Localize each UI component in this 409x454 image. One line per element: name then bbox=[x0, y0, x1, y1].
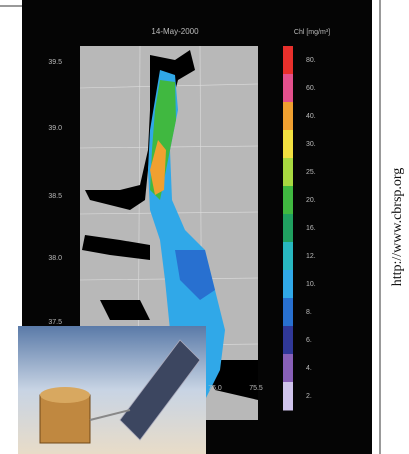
lat-label: 39.0 bbox=[48, 125, 62, 132]
legend-label: 2. bbox=[306, 393, 312, 400]
legend-swatch bbox=[283, 242, 293, 271]
lon-label: 75.5 bbox=[249, 385, 263, 392]
figure: 80. 60. 40. 30. 25. 20. 16. 12. 10. 8. 6. 4. 2. http… bbox=[0, 0, 409, 454]
legend-swatch bbox=[283, 130, 293, 159]
legend-swatch bbox=[283, 326, 293, 355]
legend-label: 16. bbox=[306, 225, 316, 232]
legend-label: 80. bbox=[306, 57, 316, 64]
legend-label: 60. bbox=[306, 85, 316, 92]
legend-swatch bbox=[283, 214, 293, 243]
satellite-inset bbox=[18, 326, 206, 454]
legend-label: 25. bbox=[306, 169, 316, 176]
map-title: 14-May-2000 bbox=[151, 27, 199, 36]
lat-label: 38.5 bbox=[48, 193, 62, 200]
legend-label: 20. bbox=[306, 197, 316, 204]
lon-label: 76.0 bbox=[208, 385, 222, 392]
legend-swatch bbox=[283, 46, 293, 75]
legend-label: 8. bbox=[306, 309, 312, 316]
legend-label: 30. bbox=[306, 141, 316, 148]
legend-swatch bbox=[283, 354, 293, 383]
legend-swatch bbox=[283, 102, 293, 131]
legend-swatch bbox=[283, 382, 293, 411]
credit: http://www.cbrsp.org bbox=[390, 168, 405, 287]
legend-swatch bbox=[283, 158, 293, 187]
unit-label: Chl [mg/m³] bbox=[294, 29, 330, 36]
lat-label: 39.5 bbox=[48, 59, 62, 66]
lat-label: 37.5 bbox=[48, 319, 62, 326]
legend-swatch bbox=[283, 298, 293, 327]
legend-swatch bbox=[283, 74, 293, 103]
page: 80. 60. 40. 30. 25. 20. 16. 12. 10. 8. 6. 4. 2. http… bbox=[0, 0, 409, 454]
legend-label: 10. bbox=[306, 281, 316, 288]
legend-swatch bbox=[283, 186, 293, 215]
legend-label: 40. bbox=[306, 113, 316, 120]
legend-swatch bbox=[283, 270, 293, 299]
legend-label: 4. bbox=[306, 365, 312, 372]
legend-label: 6. bbox=[306, 337, 312, 344]
legend-label: 12. bbox=[306, 253, 316, 260]
lat-label: 38.0 bbox=[48, 255, 62, 262]
